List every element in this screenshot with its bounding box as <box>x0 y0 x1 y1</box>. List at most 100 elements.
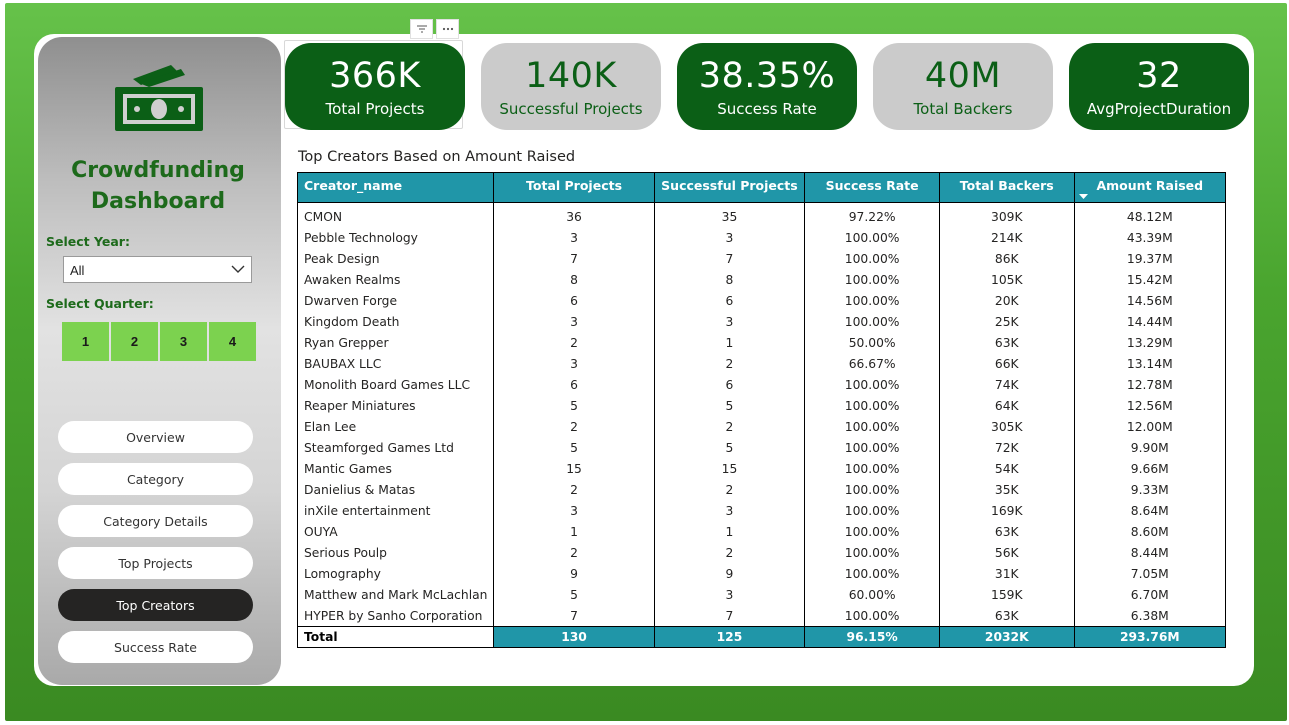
creator-name-cell: Dwarven Forge <box>296 290 495 311</box>
table-row[interactable]: Pebble Technology 3 3 100.00% 214K 43.39M <box>296 227 1227 248</box>
table-row[interactable]: Lomography 9 9 100.00% 31K 7.05M <box>296 563 1227 584</box>
table-cell: 214K <box>938 227 1075 248</box>
table-cell: 15 <box>493 458 655 479</box>
filter-button[interactable] <box>410 19 433 39</box>
creator-name-cell: Pebble Technology <box>296 227 495 248</box>
kpi-value: 140K <box>525 55 617 96</box>
table-cell: 72K <box>938 437 1075 458</box>
column-header-total-projects[interactable]: Total Projects <box>493 172 655 203</box>
table-cell: 6.70M <box>1073 584 1227 605</box>
column-header-label: Amount Raised <box>1096 178 1204 193</box>
table-cell: 1 <box>493 521 655 542</box>
creator-name-cell: Reaper Miniatures <box>296 395 495 416</box>
total-cell: Total <box>296 626 495 648</box>
table-row[interactable]: Peak Design 7 7 100.00% 86K 19.37M <box>296 248 1227 269</box>
table-cell: 9.66M <box>1073 458 1227 479</box>
total-cell: 293.76M <box>1073 626 1227 648</box>
table-cell: 5 <box>493 584 655 605</box>
quarter-button-1[interactable]: 1 <box>62 322 109 361</box>
table-cell: 3 <box>653 311 806 332</box>
table-row[interactable]: HYPER by Sanho Corporation 7 7 100.00% 63K 6.… <box>296 605 1227 627</box>
table-cell: 60.00% <box>804 584 940 605</box>
kpi-success-rate[interactable]: 38.35% Success Rate <box>677 43 857 130</box>
visual-header <box>410 19 459 39</box>
table-cell: 35 <box>653 202 806 227</box>
year-dropdown[interactable]: All <box>63 256 252 283</box>
more-options-button[interactable] <box>436 19 459 39</box>
table-cell: 3 <box>493 500 655 521</box>
kpi-label: Success Rate <box>717 99 817 118</box>
column-header-success-rate[interactable]: Success Rate <box>804 172 940 203</box>
table-cell: 100.00% <box>804 437 940 458</box>
table-row[interactable]: BAUBAX LLC 3 2 66.67% 66K 13.14M <box>296 353 1227 374</box>
table-cell: 43.39M <box>1073 227 1227 248</box>
kpi-total-backers[interactable]: 40M Total Backers <box>873 43 1053 130</box>
table-cell: 66.67% <box>804 353 940 374</box>
table-row[interactable]: Kingdom Death 3 3 100.00% 25K 14.44M <box>296 311 1227 332</box>
total-cell: 96.15% <box>804 626 940 648</box>
quarter-button-3[interactable]: 3 <box>160 322 207 361</box>
table-row[interactable]: OUYA 1 1 100.00% 63K 8.60M <box>296 521 1227 542</box>
kpi-total-projects[interactable]: 366K Total Projects <box>285 43 465 130</box>
more-options-icon <box>442 27 453 31</box>
table-row[interactable]: Monolith Board Games LLC 6 6 100.00% 74K 12.7… <box>296 374 1227 395</box>
quarter-button-4[interactable]: 4 <box>209 322 256 361</box>
table-cell: 25K <box>938 311 1075 332</box>
column-header-creator-name[interactable]: Creator_name <box>296 172 495 203</box>
table-cell: 19.37M <box>1073 248 1227 269</box>
table-row[interactable]: CMON 36 35 97.22% 309K 48.12M <box>296 202 1227 227</box>
table-cell: 100.00% <box>804 521 940 542</box>
table-row[interactable]: Steamforged Games Ltd 5 5 100.00% 72K 9.90M <box>296 437 1227 458</box>
year-dropdown-value: All <box>70 263 85 278</box>
nav-success-rate-button[interactable]: Success Rate <box>58 631 253 663</box>
kpi-avg-project-duration[interactable]: 32 AvgProjectDuration <box>1069 43 1249 130</box>
table-row[interactable]: Elan Lee 2 2 100.00% 305K 12.00M <box>296 416 1227 437</box>
table-cell: 2 <box>653 353 806 374</box>
column-header-amount-raised[interactable]: Amount Raised <box>1073 172 1227 203</box>
table-cell: 56K <box>938 542 1075 563</box>
kpi-label: AvgProjectDuration <box>1086 99 1232 118</box>
column-header-successful-projects[interactable]: Successful Projects <box>653 172 806 203</box>
table-cell: 14.44M <box>1073 311 1227 332</box>
nav-top-projects-button[interactable]: Top Projects <box>58 547 253 579</box>
table-row[interactable]: Serious Poulp 2 2 100.00% 56K 8.44M <box>296 542 1227 563</box>
table-cell: 64K <box>938 395 1075 416</box>
table-cell: 8 <box>653 269 806 290</box>
table-cell: 100.00% <box>804 269 940 290</box>
creator-name-cell: Steamforged Games Ltd <box>296 437 495 458</box>
table-row[interactable]: Mantic Games 15 15 100.00% 54K 9.66M <box>296 458 1227 479</box>
table-row[interactable]: Danielius & Matas 2 2 100.00% 35K 9.33M <box>296 479 1227 500</box>
table-cell: 6 <box>493 290 655 311</box>
table-row[interactable]: Awaken Realms 8 8 100.00% 105K 15.42M <box>296 269 1227 290</box>
table-cell: 97.22% <box>804 202 940 227</box>
table-cell: 2 <box>653 542 806 563</box>
nav-category-button[interactable]: Category <box>58 463 253 495</box>
kpi-successful-projects[interactable]: 140K Successful Projects <box>481 43 661 130</box>
table-cell: 5 <box>653 437 806 458</box>
nav-overview-button[interactable]: Overview <box>58 421 253 453</box>
quarter-slicer: 1 2 3 4 <box>62 322 256 361</box>
creator-name-cell: Kingdom Death <box>296 311 495 332</box>
creator-name-cell: Ryan Grepper <box>296 332 495 353</box>
kpi-value: 32 <box>1136 55 1182 96</box>
table-cell: 309K <box>938 202 1075 227</box>
table-row[interactable]: Ryan Grepper 2 1 50.00% 63K 13.29M <box>296 332 1227 353</box>
quarter-button-2[interactable]: 2 <box>111 322 158 361</box>
creator-name-cell: Mantic Games <box>296 458 495 479</box>
table-row[interactable]: Dwarven Forge 6 6 100.00% 20K 14.56M <box>296 290 1227 311</box>
select-year-label: Select Year: <box>46 234 130 249</box>
table-row[interactable]: Matthew and Mark McLachlan 5 3 60.00% 159K 6.… <box>296 584 1227 605</box>
table-row[interactable]: Reaper Miniatures 5 5 100.00% 64K 12.56M <box>296 395 1227 416</box>
table-cell: 100.00% <box>804 311 940 332</box>
kpi-label: Successful Projects <box>499 99 643 118</box>
column-header-total-backers[interactable]: Total Backers <box>938 172 1075 203</box>
table-cell: 63K <box>938 332 1075 353</box>
nav-category-details-button[interactable]: Category Details <box>58 505 253 537</box>
sort-descending-icon <box>1078 194 1088 199</box>
table-cell: 63K <box>938 605 1075 627</box>
nav-top-creators-button[interactable]: Top Creators <box>58 589 253 621</box>
table-cell: 15 <box>653 458 806 479</box>
kpi-value: 366K <box>329 55 421 96</box>
table-cell: 15.42M <box>1073 269 1227 290</box>
table-row[interactable]: inXile entertainment 3 3 100.00% 169K 8.64M <box>296 500 1227 521</box>
